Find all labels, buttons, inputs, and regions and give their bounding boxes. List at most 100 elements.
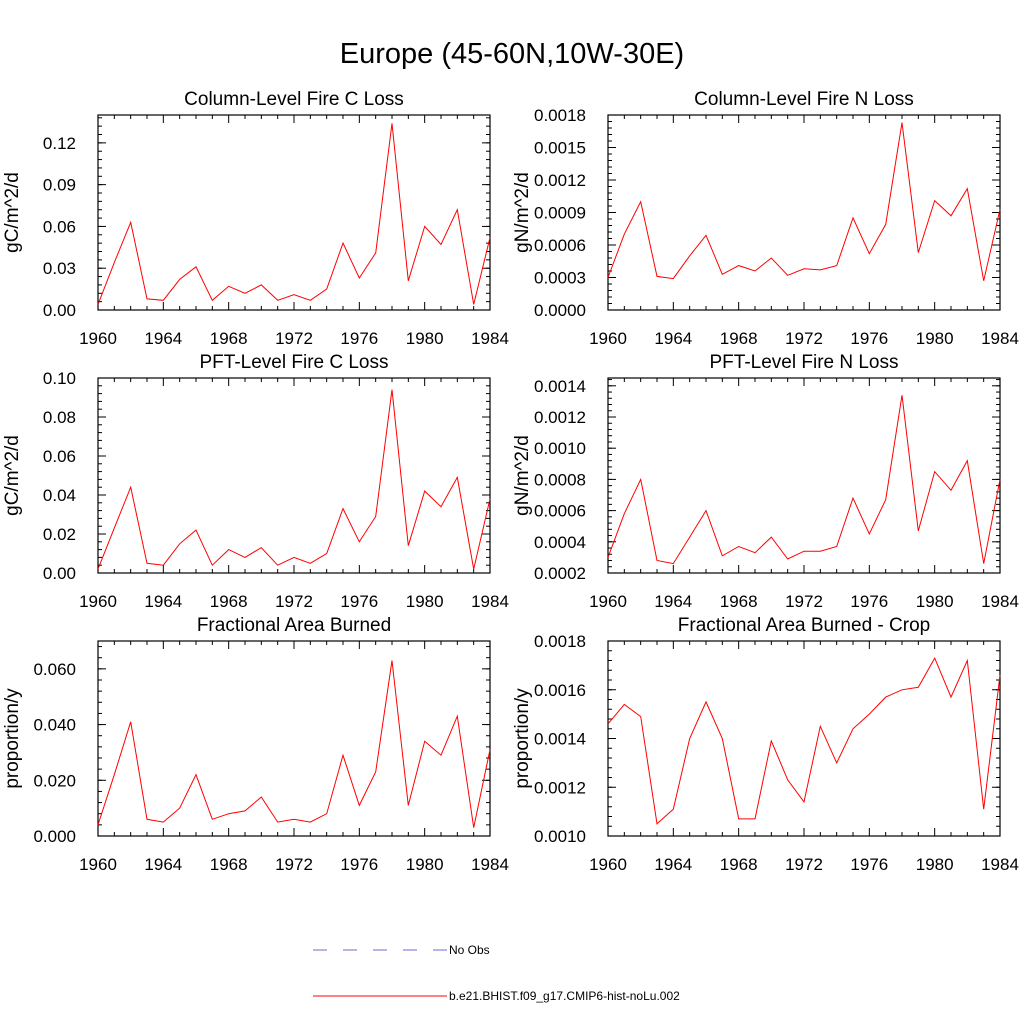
x-tick-label: 1972: [785, 592, 823, 611]
x-tick-label: 1960: [589, 329, 627, 348]
panel-6: 1960 1964 1968 1972 1976 1980 1984 0.0010 0.0012…: [512, 615, 1019, 874]
x-tick-label: 1976: [340, 855, 378, 874]
x-tick-label: 1984: [471, 592, 509, 611]
legend-label: b.e21.BHIST.f09_g17.CMIP6-hist-noLu.002: [449, 989, 680, 1003]
series-line: [607, 656, 1001, 825]
x-tick-label: 1980: [406, 592, 444, 611]
x-tick-label: 1972: [275, 329, 313, 348]
y-tick-label: 0.06: [43, 217, 76, 236]
x-tick-label: 1964: [654, 855, 692, 874]
panel-3: 1960 1964 1968 1972 1976 1980 1984 0.00 0.02 0.04…: [2, 352, 509, 611]
legend: No Obs b.e21.BHIST.f09_g17.CMIP6-hist-noL…: [313, 943, 680, 1003]
x-tick-label: 1976: [340, 329, 378, 348]
x-tick-label: 1980: [916, 855, 954, 874]
x-tick-label: 1964: [654, 592, 692, 611]
y-tick-label: 0.0002: [534, 564, 586, 583]
x-tick-label: 1984: [981, 855, 1019, 874]
y-tick-label: 0.0012: [534, 778, 586, 797]
y-axis-label: gC/m^2/d: [2, 172, 23, 253]
y-tick-label: 0.0018: [534, 632, 586, 651]
y-tick-label: 0.0006: [534, 502, 586, 521]
y-tick-label: 0.0010: [534, 439, 586, 458]
y-tick-label: 0.0012: [534, 171, 586, 190]
series-line: [97, 660, 491, 828]
x-tick-label: 1968: [720, 855, 758, 874]
x-tick-label: 1976: [340, 592, 378, 611]
y-tick-label: 0.0000: [534, 301, 586, 320]
x-tick-label: 1960: [79, 329, 117, 348]
x-tick-label: 1976: [850, 329, 888, 348]
y-tick-label: 0.060: [33, 660, 76, 679]
y-axis-label: gN/m^2/d: [512, 172, 533, 253]
panel-title: Column-Level Fire N Loss: [694, 89, 914, 110]
y-tick-label: 0.00: [43, 301, 76, 320]
x-tick-label: 1968: [720, 329, 758, 348]
panel-title: PFT-Level Fire N Loss: [710, 352, 899, 373]
x-tick-label: 1964: [144, 329, 182, 348]
y-axis-label: gC/m^2/d: [2, 435, 23, 516]
x-tick-label: 1964: [144, 855, 182, 874]
y-tick-label: 0.10: [43, 369, 76, 388]
x-tick-label: 1960: [79, 592, 117, 611]
series-line: [607, 395, 1001, 565]
y-tick-label: 0.0010: [534, 827, 586, 846]
x-tick-label: 1972: [785, 855, 823, 874]
panel-title: Column-Level Fire C Loss: [184, 89, 404, 110]
series-line: [97, 389, 491, 570]
y-tick-label: 0.0015: [534, 139, 586, 158]
plot-frame: [607, 640, 1001, 837]
y-tick-label: 0.0006: [534, 236, 586, 255]
panel-1: 1960 1964 1968 1972 1976 1980 1984 0.00 0.03 0.06…: [2, 89, 509, 348]
y-tick-label: 0.00: [43, 564, 76, 583]
x-tick-label: 1980: [916, 592, 954, 611]
x-tick-label: 1972: [785, 329, 823, 348]
legend-label: No Obs: [449, 943, 490, 957]
y-tick-label: 0.03: [43, 259, 76, 278]
x-tick-label: 1968: [210, 855, 248, 874]
plot-frame: [97, 377, 491, 574]
y-tick-label: 0.08: [43, 408, 76, 427]
x-tick-label: 1968: [210, 592, 248, 611]
x-tick-label: 1984: [981, 329, 1019, 348]
x-tick-label: 1964: [654, 329, 692, 348]
plot-frame: [607, 377, 1001, 574]
y-tick-label: 0.000: [33, 827, 76, 846]
y-tick-label: 0.06: [43, 447, 76, 466]
x-tick-label: 1976: [850, 855, 888, 874]
plot-frame: [97, 114, 491, 311]
y-tick-label: 0.0016: [534, 681, 586, 700]
x-tick-label: 1960: [589, 592, 627, 611]
panel-4: 1960 1964 1968 1972 1976 1980 1984 0.0002 0.0004…: [512, 352, 1019, 611]
page-title: Europe (45-60N,10W-30E): [339, 38, 685, 70]
y-tick-label: 0.020: [33, 771, 76, 790]
y-tick-label: 0.09: [43, 176, 76, 195]
y-tick-label: 0.0004: [534, 533, 586, 552]
panel-title: Fractional Area Burned - Crop: [678, 615, 930, 636]
x-tick-label: 1968: [210, 329, 248, 348]
y-tick-label: 0.0012: [534, 408, 586, 427]
y-tick-label: 0.0003: [534, 269, 586, 288]
y-tick-label: 0.02: [43, 525, 76, 544]
x-tick-label: 1976: [850, 592, 888, 611]
panel-title: PFT-Level Fire C Loss: [200, 352, 389, 373]
x-tick-label: 1960: [79, 855, 117, 874]
y-axis-label: proportion/y: [2, 688, 23, 789]
y-tick-label: 0.0018: [534, 106, 586, 125]
series-line: [607, 122, 1001, 281]
y-tick-label: 0.12: [43, 134, 76, 153]
series-line: [97, 123, 491, 305]
x-tick-label: 1972: [275, 592, 313, 611]
plot-frame: [607, 114, 1001, 311]
y-tick-label: 0.0008: [534, 470, 586, 489]
y-tick-label: 0.040: [33, 716, 76, 735]
x-tick-label: 1984: [981, 592, 1019, 611]
plot-frame: [97, 640, 491, 837]
x-tick-label: 1980: [406, 329, 444, 348]
x-tick-label: 1972: [275, 855, 313, 874]
x-tick-label: 1980: [916, 329, 954, 348]
x-tick-label: 1980: [406, 855, 444, 874]
panel-2: 1960 1964 1968 1972 1976 1980 1984 0.0000 0.0003…: [512, 89, 1019, 348]
y-tick-label: 0.0009: [534, 204, 586, 223]
panel-5: 1960 1964 1968 1972 1976 1980 1984 0.000 0.020 0.…: [2, 615, 509, 874]
